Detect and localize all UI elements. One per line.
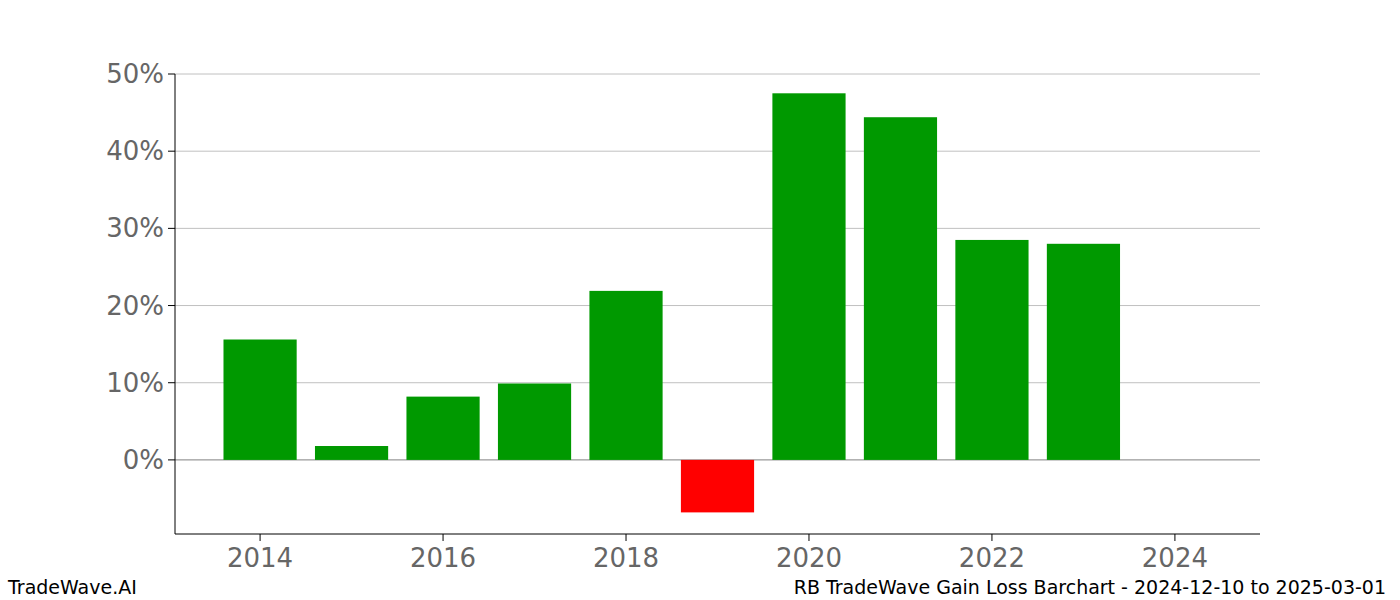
title: RB TradeWave Gain Loss Barchart - 2024-1… [794, 576, 1386, 598]
x-tick-label: 2018 [593, 543, 659, 573]
grid [175, 74, 1260, 460]
y-tick [168, 382, 175, 383]
annotation: TradeWave.AI [7, 576, 137, 598]
x-tick-label: 2016 [410, 543, 476, 573]
x-tick [626, 534, 627, 541]
x-tick-label: 2014 [227, 543, 293, 573]
y-axis [175, 74, 176, 534]
bar [955, 240, 1028, 460]
x-tick [1174, 534, 1175, 541]
y-tick [168, 74, 175, 75]
y-tick [168, 228, 175, 229]
y-tick [168, 459, 175, 460]
y-tick [168, 151, 175, 152]
bar [1047, 244, 1120, 460]
y-tick-label: 0% [123, 445, 164, 475]
bar [223, 340, 296, 460]
bars [223, 93, 1120, 512]
bar [589, 291, 662, 460]
x-tick [808, 534, 809, 541]
x-axis [175, 534, 1260, 535]
y-tick-label: 40% [106, 136, 164, 166]
grid-line [175, 151, 1260, 152]
x-tick-label: 2024 [1142, 543, 1208, 573]
y-tick [168, 305, 175, 306]
bar [406, 397, 479, 460]
bar [498, 383, 571, 459]
bar [315, 446, 388, 460]
x-tick-label: 2020 [776, 543, 842, 573]
bar [864, 117, 937, 460]
y-tick-label: 10% [106, 368, 164, 398]
y-tick-label: 20% [106, 291, 164, 321]
bar [681, 460, 754, 512]
grid-line [175, 228, 1260, 229]
grid-line [175, 74, 1260, 75]
x-tick-label: 2022 [959, 543, 1025, 573]
x-tick [260, 534, 261, 541]
y-tick-label: 30% [106, 213, 164, 243]
x-tick [443, 534, 444, 541]
x-tick [991, 534, 992, 541]
chart: 0% 10% 20% 30% 40% 50% 2014 2016 2018 2020 2022 202… [0, 0, 1400, 600]
y-tick-label: 50% [106, 59, 164, 89]
bar [772, 93, 845, 460]
